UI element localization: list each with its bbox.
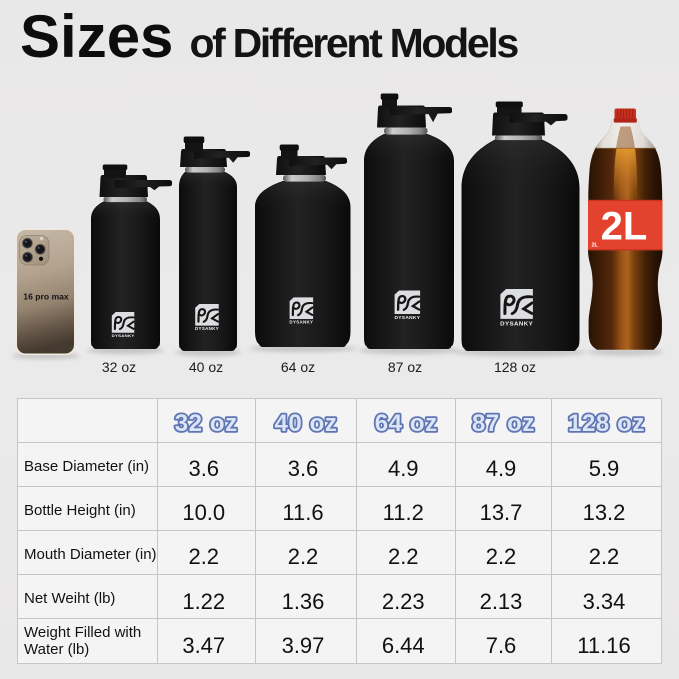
svg-text:2L: 2L (592, 243, 599, 249)
svg-text:128 oz: 128 oz (568, 410, 645, 437)
svg-text:64 oz: 64 oz (374, 410, 437, 437)
svg-text:32 oz: 32 oz (175, 410, 238, 437)
svg-text:2L: 2L (601, 205, 648, 249)
svg-text:87 oz: 87 oz (472, 410, 535, 437)
svg-text:40 oz: 40 oz (274, 410, 337, 437)
svg-text:16 pro max: 16 pro max (23, 292, 69, 302)
